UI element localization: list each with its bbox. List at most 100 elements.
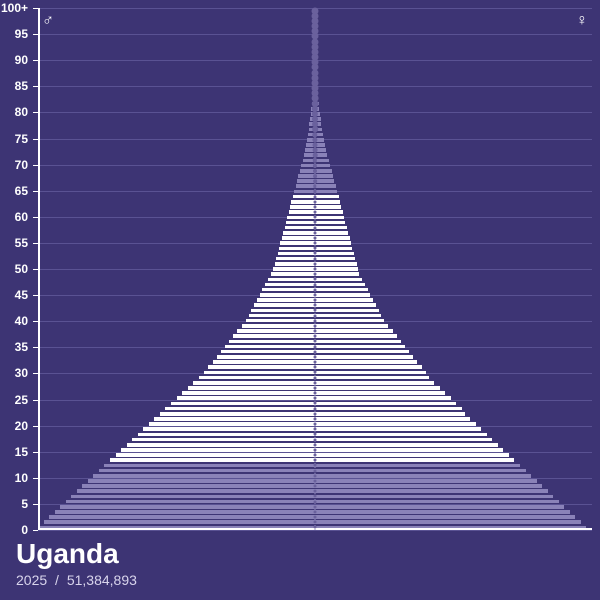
chart-footer: Uganda 2025 / 51,384,893 xyxy=(16,539,137,588)
female-bar xyxy=(315,262,357,266)
y-axis-label: 40 xyxy=(15,314,28,328)
center-dot xyxy=(314,454,317,457)
male-bar xyxy=(260,293,315,297)
y-axis-label: 0 xyxy=(21,523,28,537)
male-bar xyxy=(275,262,315,266)
center-dot xyxy=(314,474,317,477)
center-dot xyxy=(314,392,317,395)
center-dot xyxy=(314,345,317,348)
female-bar xyxy=(315,231,348,235)
female-bar xyxy=(315,484,542,488)
center-dot xyxy=(314,278,317,281)
center-dot xyxy=(314,319,317,322)
female-bar xyxy=(315,278,362,282)
center-dot xyxy=(314,221,317,224)
female-bar xyxy=(315,438,492,442)
y-tick xyxy=(33,191,38,192)
center-dot xyxy=(314,242,317,245)
female-bar xyxy=(315,179,334,183)
male-bar xyxy=(132,438,315,442)
female-bar xyxy=(315,371,426,375)
female-bar xyxy=(315,283,365,287)
female-bar xyxy=(315,448,503,452)
center-dot xyxy=(314,340,317,343)
female-bar xyxy=(315,210,343,214)
male-bar xyxy=(242,324,315,328)
center-dot xyxy=(314,438,317,441)
female-bar xyxy=(315,396,451,400)
center-dot xyxy=(314,412,317,415)
center-dot xyxy=(314,211,317,214)
center-dot xyxy=(314,500,317,503)
y-tick xyxy=(33,86,38,87)
male-bar xyxy=(99,469,315,473)
male-bar xyxy=(82,484,315,488)
y-tick xyxy=(33,60,38,61)
y-axis-label: 70 xyxy=(15,158,28,172)
female-bar xyxy=(315,226,347,230)
y-axis-label: 50 xyxy=(15,262,28,276)
female-bar xyxy=(315,505,564,509)
y-axis-label: 85 xyxy=(15,79,28,93)
male-bar xyxy=(93,474,315,478)
male-bar xyxy=(262,288,315,292)
y-tick xyxy=(33,426,38,427)
center-dot xyxy=(314,355,317,358)
y-tick xyxy=(33,321,38,322)
female-bar xyxy=(315,495,553,499)
center-dot xyxy=(314,247,317,250)
male-bar xyxy=(286,221,315,225)
center-dot xyxy=(314,510,317,513)
female-bar xyxy=(315,169,332,173)
y-tick xyxy=(33,373,38,374)
male-bar xyxy=(229,340,315,344)
center-dot xyxy=(314,485,317,488)
male-bar xyxy=(188,386,315,390)
y-axis-label: 100+ xyxy=(1,1,28,15)
male-bar xyxy=(193,381,315,385)
center-dot xyxy=(314,216,317,219)
female-bar xyxy=(315,412,465,416)
center-dot xyxy=(314,361,317,364)
center-dot xyxy=(314,304,317,307)
y-axis-label: 15 xyxy=(15,445,28,459)
y-axis-label: 5 xyxy=(21,497,28,511)
y-axis-line xyxy=(38,8,40,530)
male-bar xyxy=(246,319,315,323)
center-dot xyxy=(314,366,317,369)
female-bar xyxy=(315,216,344,220)
female-bar xyxy=(315,489,548,493)
center-dot xyxy=(314,231,317,234)
y-tick xyxy=(33,217,38,218)
female-bar xyxy=(315,345,405,349)
male-bar xyxy=(165,407,315,411)
center-dot xyxy=(312,7,319,14)
center-dot xyxy=(313,142,318,147)
female-bar xyxy=(315,464,520,468)
y-tick xyxy=(33,400,38,401)
female-bar xyxy=(315,407,462,411)
center-dot xyxy=(314,288,317,291)
female-bar xyxy=(315,267,358,271)
center-dot xyxy=(314,516,317,519)
female-bar xyxy=(315,205,341,209)
center-dot xyxy=(313,179,317,183)
female-bar xyxy=(315,427,481,431)
female-bar xyxy=(315,515,575,519)
y-axis-label: 55 xyxy=(15,236,28,250)
center-dot xyxy=(314,376,317,379)
center-dot xyxy=(314,490,317,493)
female-bar xyxy=(315,334,397,338)
male-bar xyxy=(282,236,315,240)
center-dot xyxy=(314,505,317,508)
center-dot xyxy=(314,299,317,302)
y-axis-labels: 0510152025303540455055606570758085909510… xyxy=(0,8,34,530)
population-pyramid-chart: ♂ ♀ xyxy=(38,8,592,530)
y-tick xyxy=(33,347,38,348)
y-axis-label: 10 xyxy=(15,471,28,485)
center-dot xyxy=(314,526,317,529)
center-dot xyxy=(312,121,318,127)
male-bar xyxy=(237,329,315,333)
female-bar xyxy=(315,247,352,251)
female-bar xyxy=(315,184,336,188)
